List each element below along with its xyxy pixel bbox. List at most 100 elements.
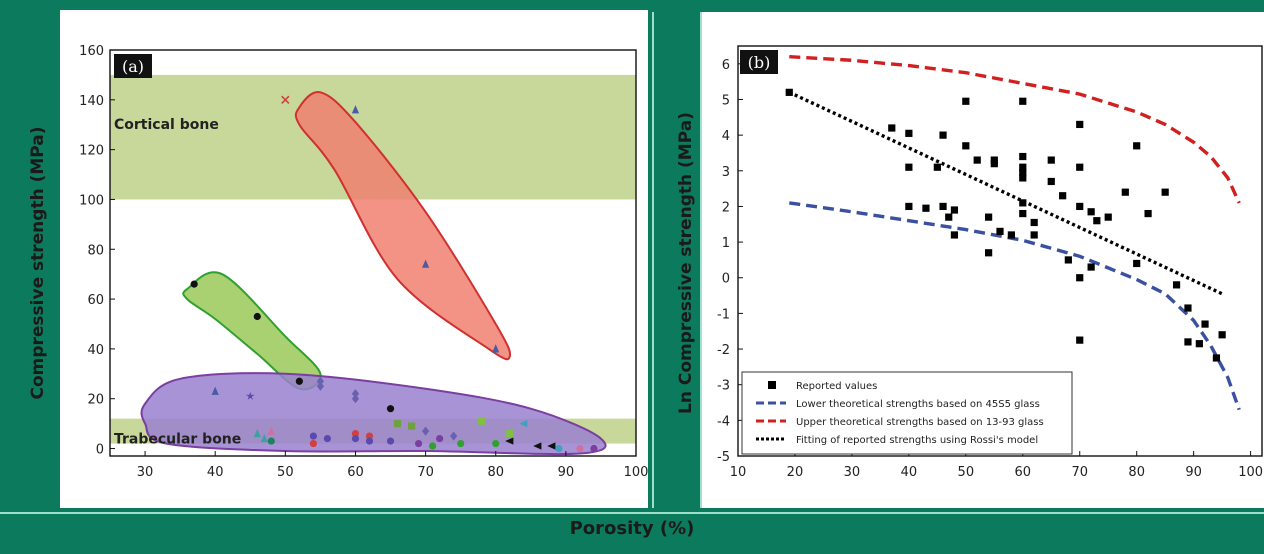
point-28: [414, 439, 423, 448]
reported-point-37: [1076, 274, 1084, 282]
plot-frame-b: [737, 45, 1263, 457]
reported-point-15: [985, 213, 993, 221]
reported-point-4: [905, 202, 913, 211]
series-line-3: [788, 90, 1223, 296]
point-17: [267, 437, 275, 445]
series-line-2: [789, 55, 1241, 204]
reported-point-50: [1184, 338, 1192, 346]
reported-point-23: [1019, 163, 1027, 171]
reported-point-18: [990, 160, 998, 168]
point-26: [393, 420, 402, 428]
y-tick-a-3: 60: [87, 293, 104, 308]
reported-point-53: [1212, 354, 1221, 362]
point-4-stroke-2: [281, 95, 290, 104]
point-30: [429, 442, 437, 450]
y-tick-a-2: 40: [87, 343, 104, 358]
reported-point-5: [922, 204, 930, 212]
reported-point-51: [1195, 340, 1203, 348]
reported-point-14: [973, 156, 981, 164]
point-18: [309, 432, 317, 440]
reported-point-44: [1133, 142, 1141, 150]
reported-point-47: [1161, 188, 1169, 196]
x-tick-b-8: 90: [1185, 465, 1202, 480]
y-tick-a-7: 140: [79, 94, 104, 109]
point-38: [519, 420, 528, 428]
reported-point-31: [1047, 177, 1055, 186]
y-tick-b-5: 0: [722, 272, 730, 287]
point-29: [422, 426, 430, 436]
reported-point-29: [1030, 231, 1038, 239]
reported-point-7: [939, 131, 947, 139]
x-tick-b-2: 30: [844, 465, 861, 480]
point-2: [295, 377, 303, 385]
band-label-1: Trabecular bone: [114, 432, 241, 448]
x-tick-a-2: 50: [277, 465, 294, 480]
point-39: [533, 442, 542, 450]
point-15: [260, 433, 268, 443]
reported-point-52: [1201, 320, 1209, 328]
reported-point-27: [1019, 209, 1027, 218]
x-tick-b-3: 40: [901, 465, 918, 480]
region-0: [294, 91, 512, 361]
point-9: [245, 391, 255, 400]
point-21: [351, 429, 360, 438]
reported-point-24: [1019, 168, 1027, 177]
point-37: [506, 429, 514, 438]
reported-point-38: [1076, 336, 1084, 344]
panel-tag-bg-a: [114, 54, 152, 78]
band-label-0: Cortical bone: [114, 117, 219, 133]
x-tick-a-7: 100: [624, 465, 649, 480]
point-36: [505, 437, 514, 445]
point-41: [555, 444, 563, 453]
reported-point-16: [985, 249, 993, 257]
point-6: [422, 259, 430, 268]
y-tick-a-1: 20: [87, 393, 104, 408]
reported-point-9: [945, 213, 953, 221]
x-axis-label: Porosity (%): [569, 518, 695, 539]
y-tick-a-4: 80: [87, 243, 104, 258]
point-40: [547, 442, 556, 450]
reported-point-41: [1093, 217, 1101, 225]
series-line-1: [789, 201, 1241, 411]
point-0: [190, 280, 198, 288]
y-tick-b-11: 6: [722, 58, 730, 73]
reported-point-12: [962, 97, 970, 105]
reported-point-45: [1133, 259, 1141, 268]
y-tick-a-5: 100: [79, 193, 104, 208]
point-31: [436, 434, 444, 443]
legend-label-3: Fitting of reported strengths using Ross…: [796, 435, 1038, 446]
reported-point-43: [1121, 188, 1129, 196]
x-tick-a-0: 30: [137, 465, 154, 480]
reported-point-25: [1019, 174, 1027, 182]
point-23: [365, 432, 374, 440]
reported-point-28: [1030, 218, 1038, 227]
point-1: [253, 312, 261, 321]
point-43: [590, 444, 598, 453]
reported-point-3: [905, 163, 913, 171]
x-tick-b-1: 20: [787, 465, 804, 480]
reported-point-48: [1172, 281, 1181, 289]
reported-point-2: [905, 129, 913, 137]
reported-point-35: [1076, 163, 1084, 171]
y-tick-a-0: 0: [96, 443, 104, 458]
point-8: [211, 386, 219, 395]
point-24: [365, 437, 374, 445]
point-14: [253, 428, 261, 438]
y-tick-a-8: 160: [79, 44, 104, 59]
y-tick-b-1: -4: [717, 414, 730, 429]
reported-point-54: [1218, 331, 1226, 339]
x-tick-b-5: 60: [1015, 465, 1032, 480]
point-4: [281, 95, 290, 104]
point-33: [457, 439, 465, 448]
legend-label-1: Lower theoretical strengths based on 45S…: [796, 399, 1040, 410]
legend-swatch-0: [768, 381, 776, 389]
separator-bar: [652, 12, 702, 508]
point-5: [351, 105, 360, 114]
legend-label-0: Reported values: [796, 381, 877, 392]
point-22: [351, 434, 360, 443]
reported-point-40: [1087, 263, 1095, 271]
reported-point-19: [996, 227, 1004, 235]
panel-tag-a: (a): [122, 57, 144, 76]
